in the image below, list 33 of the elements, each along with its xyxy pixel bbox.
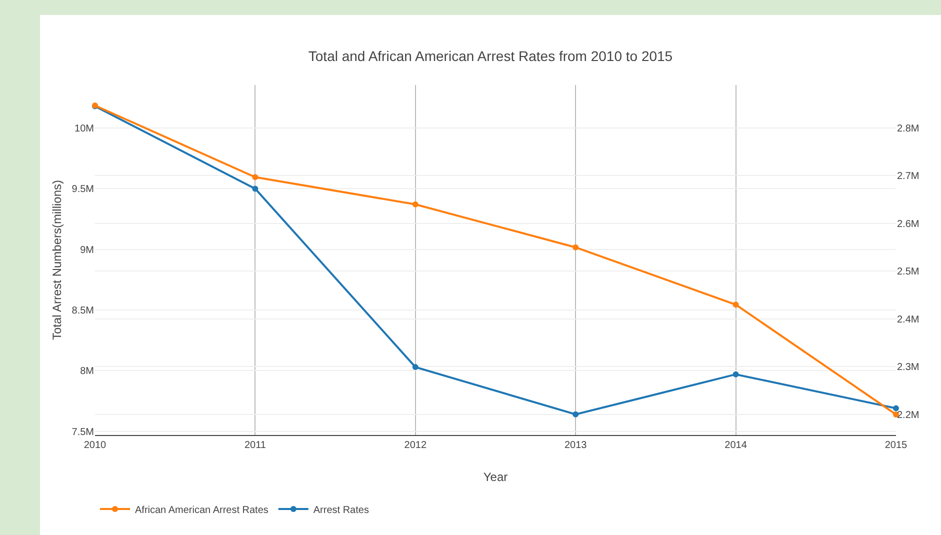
x-tick-label: 2014 (724, 440, 748, 451)
y2-tick-label: 2.8M (897, 123, 920, 134)
point (252, 186, 258, 192)
y-axis-title: Total Arrest Numbers(millions) (50, 180, 64, 340)
point (252, 174, 258, 180)
x-tick-label: 2015 (884, 440, 908, 451)
point (732, 371, 739, 378)
y2-tick-label: 2.3M (897, 362, 920, 374)
point (732, 302, 739, 308)
point (412, 364, 418, 370)
x-tick-label: 2012 (404, 440, 427, 451)
y-tick-label: 9M (80, 244, 94, 256)
y2-tick-label: 2.7M (897, 171, 920, 182)
y2-tick-label: 2.5M (897, 266, 920, 278)
x-tick-label: 2013 (564, 440, 588, 451)
point (572, 411, 579, 418)
chart-title: Total and African American Arrest Rates from 2010 to 2015 (308, 48, 673, 64)
point (412, 201, 418, 208)
x-axis-title: Year (483, 470, 508, 484)
y-tick-label: 8M (80, 366, 94, 378)
legend-label: Arrest Rates (313, 504, 369, 516)
y-tick-label: 8.5M (72, 306, 94, 317)
legend-label: African American Arrest Rates (135, 504, 268, 516)
y2-tick-label: 2.2M (897, 410, 920, 421)
y-tick-label: 7.5M (72, 426, 94, 438)
point (572, 244, 579, 250)
y2-tick-label: 2.4M (897, 314, 920, 326)
x-tick-label: 2011 (244, 440, 266, 451)
y-tick-label: 10M (74, 124, 94, 135)
point (893, 405, 899, 412)
x-tick-label: 2010 (84, 440, 107, 451)
y-tick-label: 9.5M (72, 184, 94, 196)
y2-tick-label: 2.6M (897, 218, 920, 230)
